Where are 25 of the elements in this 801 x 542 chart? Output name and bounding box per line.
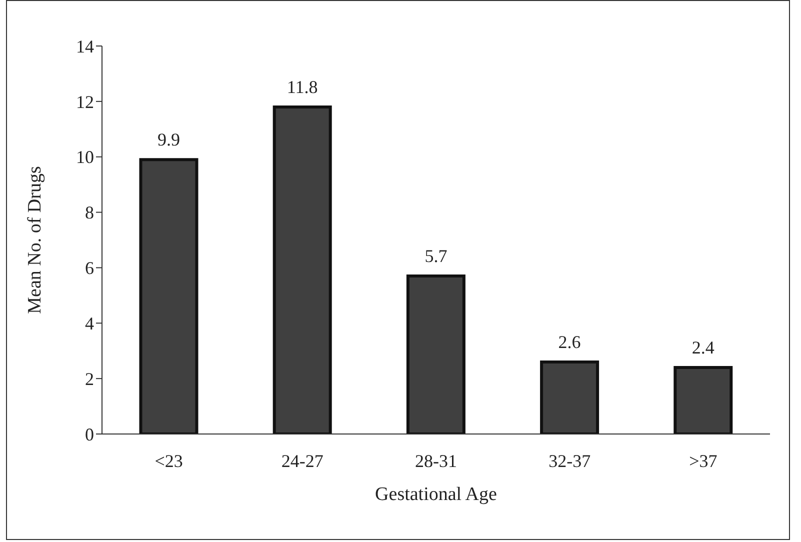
x-tick-label: 32-37 [548,450,591,471]
x-axis-title: Gestational Age [375,484,497,505]
x-tick-label: 24-27 [281,450,324,471]
data-label: 2.6 [558,332,581,352]
x-tick-label: <23 [154,450,183,471]
y-axis-title: Mean No. of Drugs [24,166,46,314]
data-label: 5.7 [424,246,448,266]
x-tick-label: 28-31 [415,450,457,471]
bar [406,274,466,434]
x-tick-label: >37 [689,450,718,471]
y-tick-label: 6 [85,258,94,278]
y-tick-label: 0 [85,424,94,444]
y-tick-label: 14 [76,36,94,56]
y-tick-label: 4 [85,314,94,334]
bar [674,366,733,434]
y-tick-label: 2 [85,368,94,389]
data-label: 11.8 [286,76,318,97]
bar [540,360,600,434]
data-label: 9.9 [157,130,180,150]
y-tick-label: 10 [76,147,94,168]
y-tick-label: 12 [76,92,94,112]
data-label: 2.4 [692,337,714,358]
bar [139,158,198,434]
bar [272,105,332,434]
y-tick-label: 8 [85,202,94,223]
